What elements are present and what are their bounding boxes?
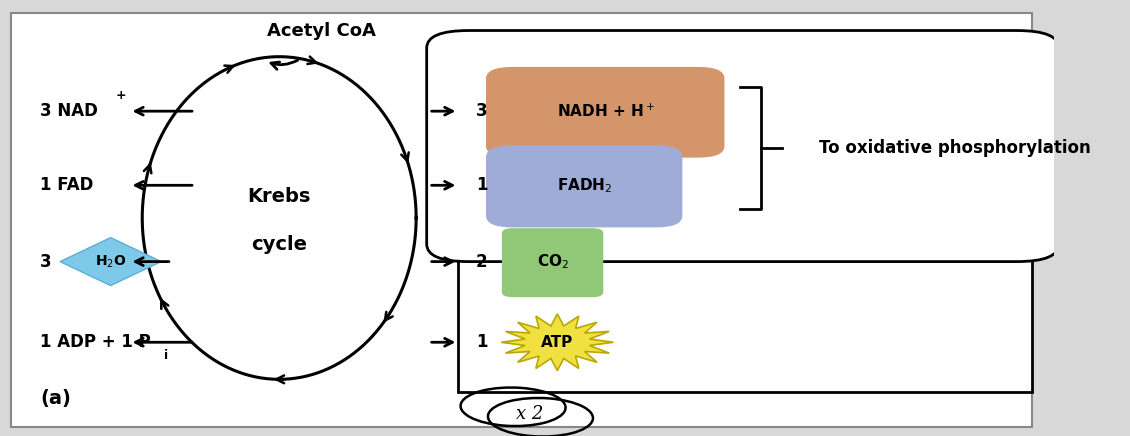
Text: 1 ADP + 1 P: 1 ADP + 1 P [40,333,150,351]
Text: FADH$_2$: FADH$_2$ [557,176,612,194]
Text: NADH + H$^+$: NADH + H$^+$ [557,102,655,120]
Polygon shape [502,314,614,371]
Text: i: i [164,349,168,362]
Text: cycle: cycle [251,235,307,254]
FancyBboxPatch shape [503,229,602,296]
Text: Acetyl CoA: Acetyl CoA [267,21,376,40]
Text: 3: 3 [40,252,52,271]
Polygon shape [60,238,162,286]
Text: CO$_2$: CO$_2$ [537,252,570,271]
Text: 1 FAD: 1 FAD [40,176,94,194]
Text: ATP: ATP [541,335,573,350]
Text: Krebs: Krebs [247,187,311,206]
Text: 1: 1 [476,333,487,351]
Text: H$_2$O: H$_2$O [95,253,127,270]
Text: +: + [116,89,127,102]
FancyBboxPatch shape [427,31,1059,262]
Text: 2: 2 [476,252,487,271]
Text: 3 NAD: 3 NAD [40,102,98,120]
Text: (a): (a) [40,389,71,409]
Text: 1: 1 [476,176,487,194]
FancyBboxPatch shape [487,68,724,157]
Text: x 2: x 2 [516,405,544,423]
Text: To oxidative phosphorylation: To oxidative phosphorylation [818,139,1090,157]
FancyBboxPatch shape [487,146,681,227]
FancyBboxPatch shape [10,13,1033,427]
Text: 3: 3 [476,102,487,120]
FancyBboxPatch shape [459,44,1033,392]
